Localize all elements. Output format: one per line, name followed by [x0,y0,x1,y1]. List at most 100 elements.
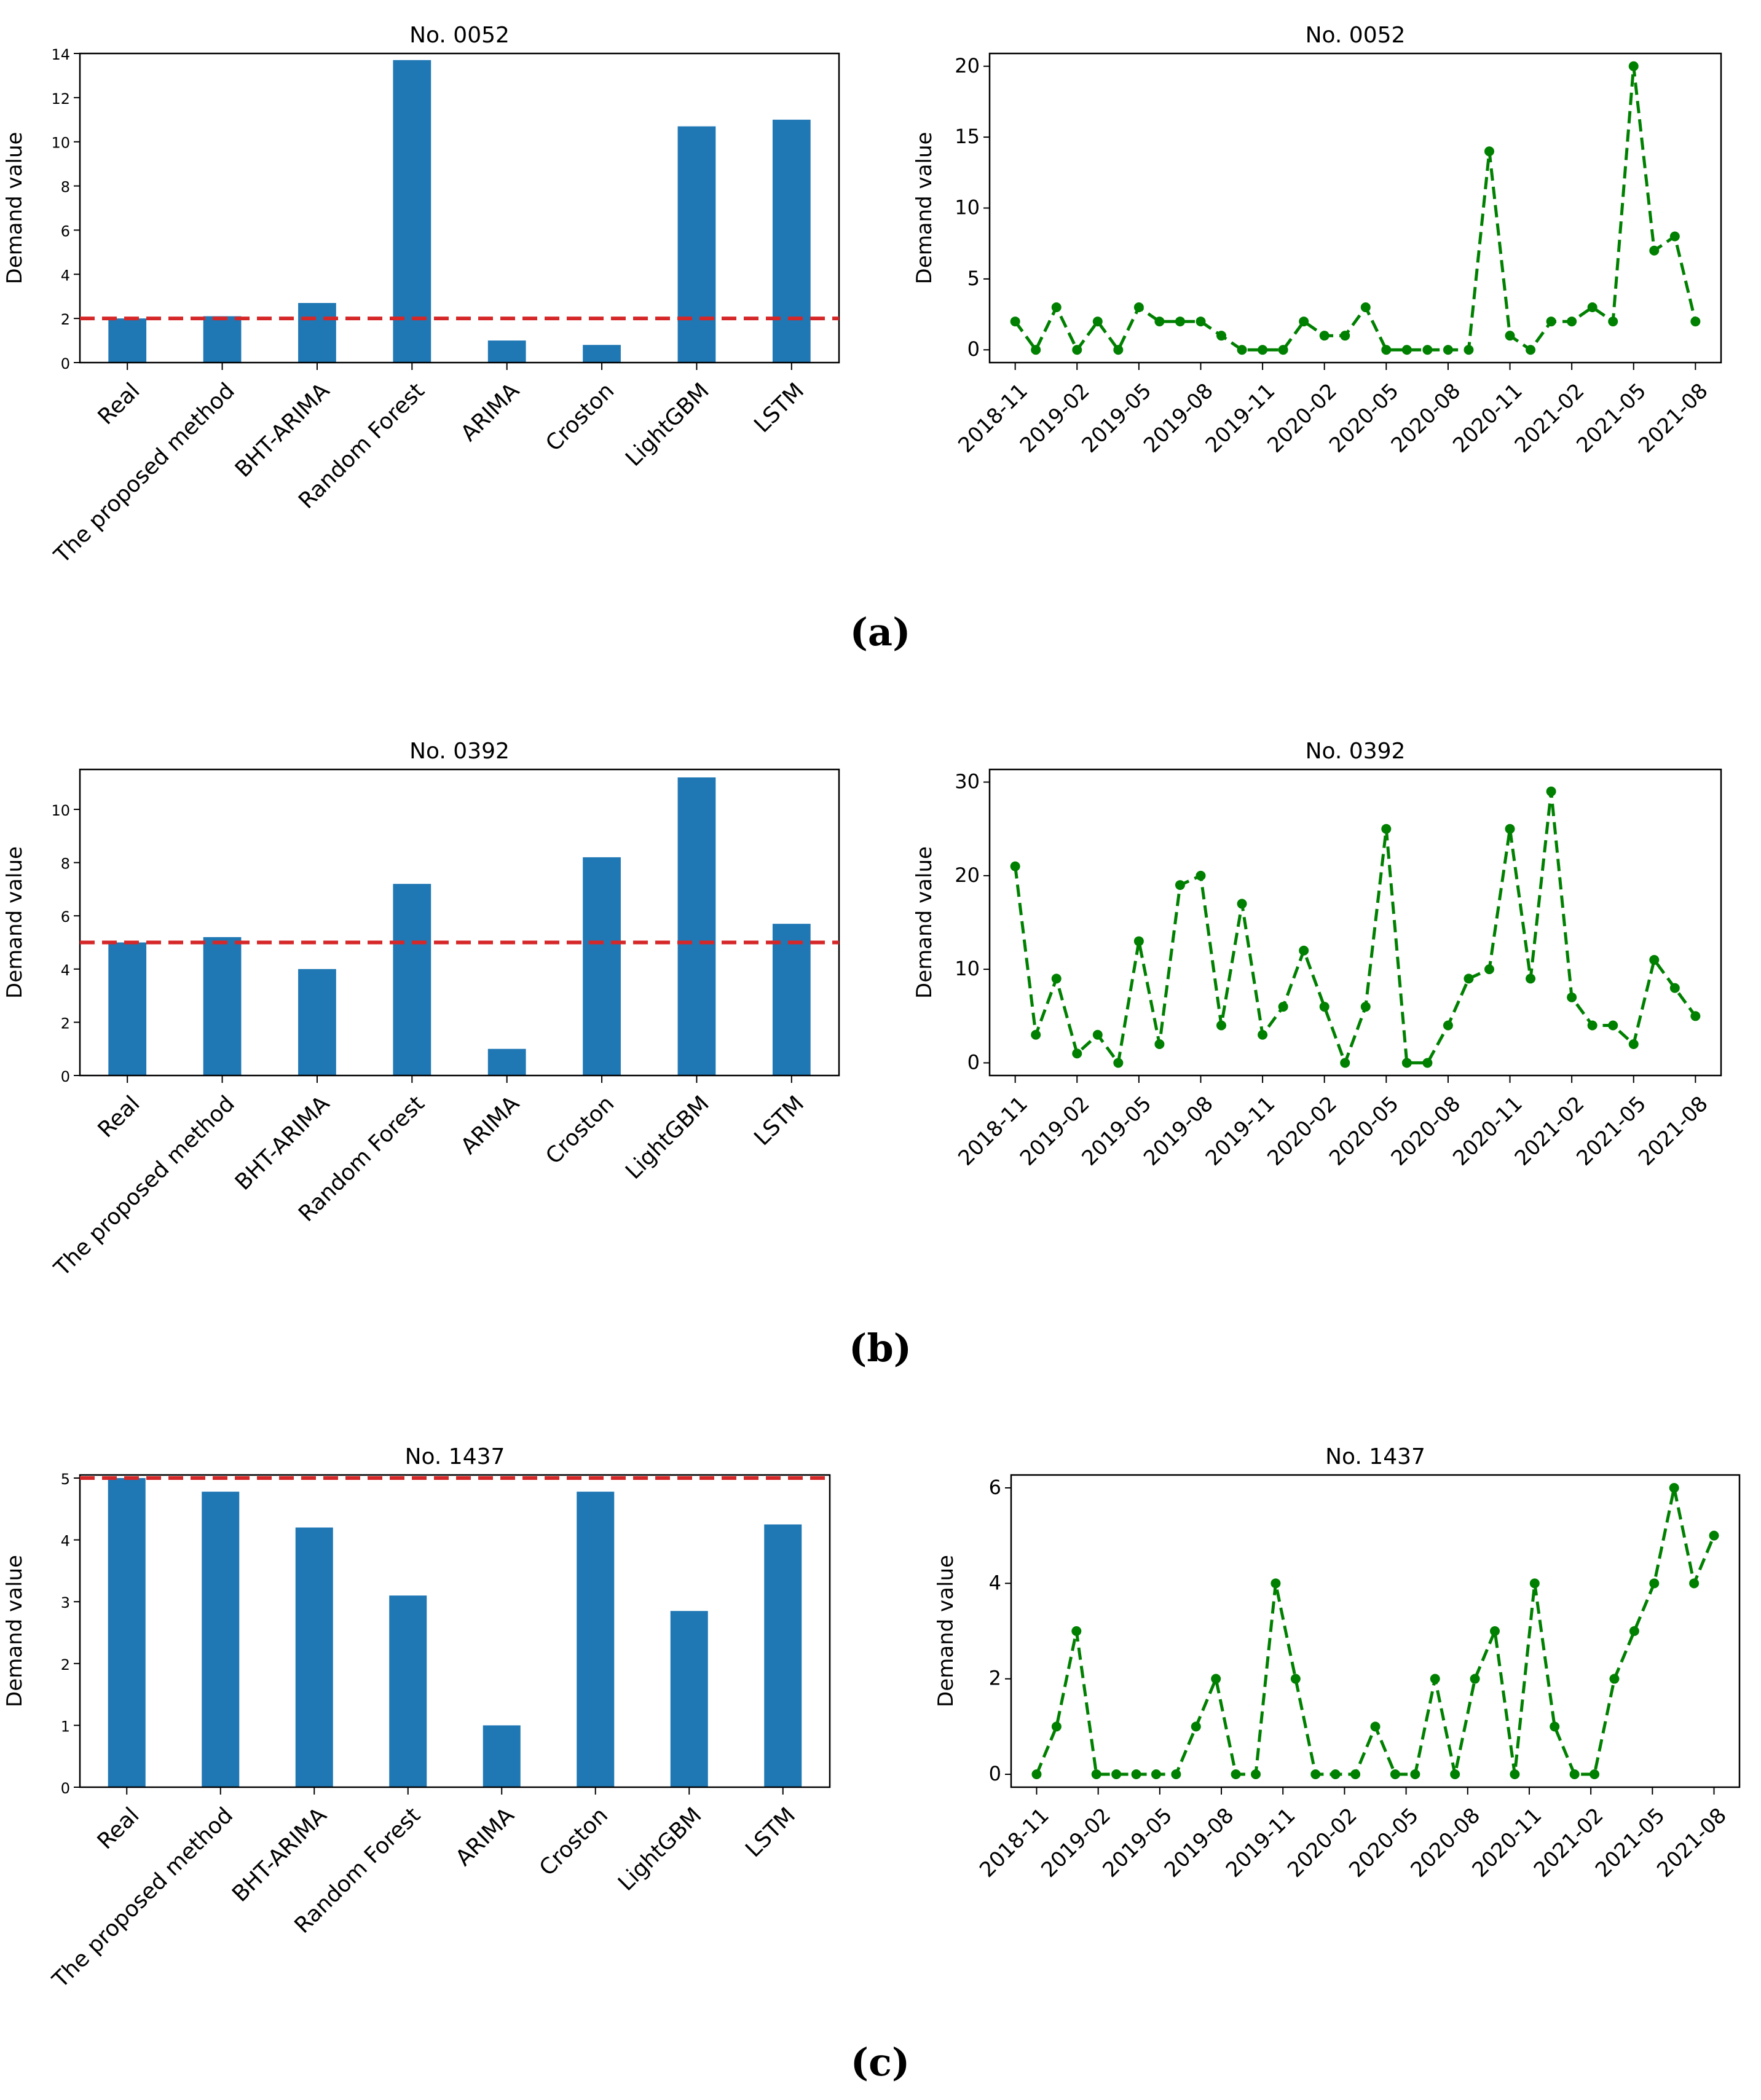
y-axis-label: Demand value [934,1555,958,1707]
data-point [1690,1011,1701,1021]
y-axis-label: Demand value [912,846,937,999]
data-point [1567,317,1577,327]
bar [108,1478,146,1787]
plot-frame [1010,1474,1741,1788]
bar [108,318,147,363]
data-point [1360,1002,1371,1012]
y-tick-label: 8 [61,855,70,873]
data-point [1154,1039,1165,1049]
data-point [1310,1769,1321,1780]
chart-title: No. 1437 [405,1444,505,1469]
bar [202,1492,240,1787]
bar [203,316,242,363]
data-point [1669,231,1680,242]
data-point [1510,1769,1520,1780]
data-point [1381,345,1392,355]
y-tick-label: 20 [955,54,980,77]
data-point [1051,302,1062,313]
y-axis-label: Demand value [2,1555,27,1707]
data-point [1484,146,1494,157]
data-point [1608,317,1618,327]
data-point [1690,317,1701,327]
data-point [1443,1020,1453,1031]
bar [108,942,147,1076]
data-point [1278,1002,1288,1012]
data-point [1422,345,1433,355]
data-point [1133,302,1144,313]
data-point [1171,1769,1181,1780]
x-tick-label: LSTM [749,1091,809,1150]
data-point [1649,1578,1660,1589]
bar [583,345,621,363]
data-point [1216,1020,1227,1031]
y-axis-label: Demand value [912,132,937,285]
data-point [1258,345,1268,355]
data-point [1709,1530,1719,1541]
y-tick-label: 12 [51,90,70,108]
bar [583,857,621,1076]
data-point [1216,331,1227,341]
data-point [1401,1058,1412,1068]
y-tick-label: 0 [61,1780,70,1797]
x-tick-label: LightGBM [613,1803,707,1896]
data-point [1151,1769,1161,1780]
bar [295,1527,333,1787]
data-point [1237,899,1247,909]
bar [677,126,716,363]
data-point [1051,1721,1062,1732]
data-point [1505,331,1515,341]
data-point [1051,973,1062,984]
caption-b: (b) [849,1326,912,1371]
data-point [1422,1058,1433,1068]
data-point [1370,1721,1381,1732]
data-point [1450,1769,1460,1780]
x-tick-label: ARIMA [456,1091,524,1159]
data-point [1669,1482,1679,1493]
y-tick-label: 0 [989,1762,1001,1785]
data-point [1689,1578,1700,1589]
data-point [1526,345,1536,355]
data-point [1550,1721,1560,1732]
y-tick-label: 6 [61,222,70,240]
series-line [1014,791,1697,1068]
data-point [1609,1673,1620,1684]
data-point [1669,983,1680,993]
data-point [1072,1048,1082,1059]
chart-title: No. 0052 [1306,23,1406,48]
bar [389,1595,427,1787]
data-point [1237,345,1247,355]
y-tick-label: 20 [955,863,980,887]
bar [677,777,716,1076]
x-tick-label: Real [93,1091,145,1142]
chart-title: No. 0052 [409,23,510,48]
data-point [1360,302,1371,313]
data-point [1350,1769,1361,1780]
data-point [1319,331,1330,341]
y-tick-label: 2 [989,1667,1001,1690]
plot-frame [988,768,1722,1077]
x-tick-label: LSTM [741,1803,800,1862]
data-point [1649,245,1660,256]
x-tick-label: Real [93,378,145,430]
data-point [1133,936,1144,946]
data-point [1381,824,1392,834]
data-point [1251,1769,1261,1780]
x-tick-label: BHT-ARIMA [227,1803,332,1907]
data-point [1628,61,1639,71]
y-tick-label: 8 [61,179,70,196]
data-point [1211,1673,1221,1684]
data-point [1505,824,1515,834]
y-tick-label: 4 [61,1533,70,1550]
data-point [1587,302,1598,313]
x-tick-label: Croston [541,1091,619,1169]
plot-frame [79,768,840,1077]
data-point [1464,345,1474,355]
data-point [1010,861,1020,871]
data-point [1319,1002,1330,1012]
caption-a: (a) [850,610,911,655]
x-tick-label: Croston [541,378,619,456]
data-point [1529,1578,1540,1589]
y-tick-label: 6 [61,908,70,926]
